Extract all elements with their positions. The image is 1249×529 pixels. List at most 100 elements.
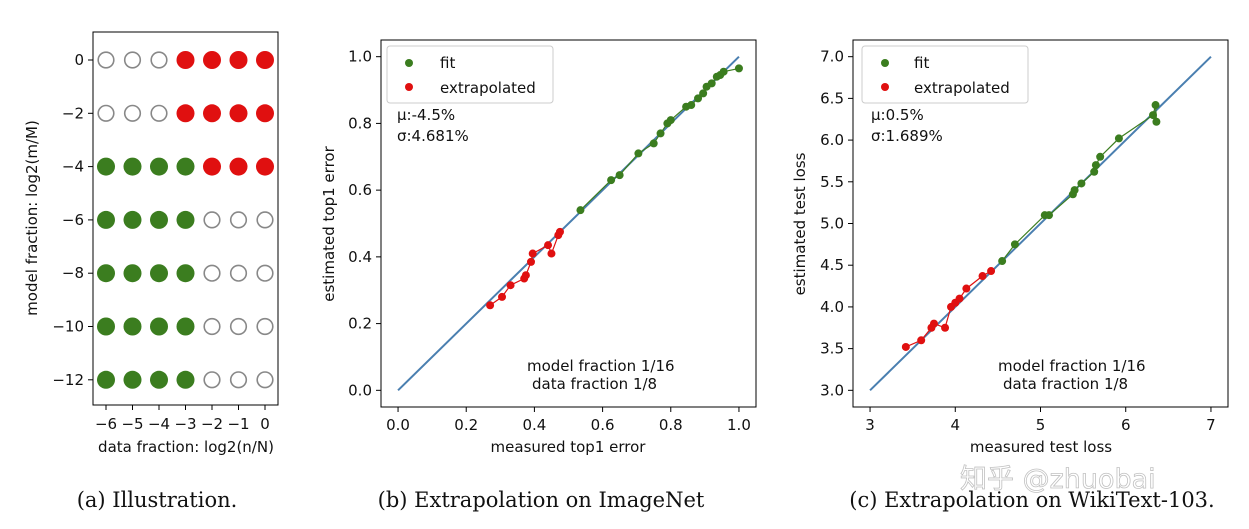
- fit-cell-marker: [123, 317, 142, 336]
- empty-cell-marker: [229, 211, 248, 229]
- legend-marker-fit: [405, 59, 413, 67]
- y-ticks: 0 −2 −4 −6 −8 −10 −12: [52, 51, 93, 389]
- extrapolated-point: [544, 241, 553, 250]
- fit-point: [1096, 152, 1105, 161]
- y-tick-label: 0: [74, 51, 84, 69]
- fit-point: [699, 89, 708, 98]
- fit-point: [1045, 211, 1054, 220]
- panel-b-axes: [380, 39, 757, 408]
- empty-cell-marker: [256, 264, 274, 282]
- y-tick-label: 0.8: [348, 114, 372, 132]
- panel-wikitext: 3 4 5 6 7 3.0 3.5 4.0 4.5 5.0 5.5 6.0 6.5 7.0 fit ex…: [791, 39, 1229, 512]
- note-data-fraction: data fraction 1/8: [532, 375, 657, 393]
- y-tick-label: −10: [52, 318, 84, 336]
- fit-point: [649, 139, 658, 148]
- extrapolated-cell-marker: [203, 104, 221, 123]
- fit-point: [1114, 134, 1123, 143]
- y-tick-label: 0.6: [348, 181, 372, 199]
- fit-point: [656, 129, 665, 138]
- fit-cell-marker: [176, 317, 195, 336]
- fit-point: [1077, 179, 1086, 188]
- legend-marker-extrapolated: [881, 83, 889, 91]
- y-axis-label: estimated top1 error: [320, 145, 338, 301]
- x-tick-label: 3: [865, 416, 875, 434]
- data-points: [486, 64, 743, 310]
- empty-cell-marker: [203, 211, 221, 229]
- stat-sigma: σ:1.689%: [871, 127, 943, 145]
- stat-sigma: σ:4.681%: [397, 127, 469, 145]
- extrapolated-cell-marker: [203, 51, 221, 69]
- x-ticks: −6 −5 −4 −3 −2 −1 0: [95, 405, 270, 433]
- extrapolated-point: [901, 342, 910, 351]
- x-axis-label: measured top1 error: [491, 438, 647, 456]
- extrapolated-cell-marker: [256, 51, 274, 69]
- y-tick-label: 0.0: [348, 381, 372, 399]
- y-tick-label: −6: [62, 211, 84, 229]
- connector-lines: [489, 67, 740, 306]
- extrapolated-point: [978, 272, 987, 281]
- extrapolated-point: [955, 294, 964, 303]
- extrapolated-point: [506, 281, 515, 290]
- legend-label-fit: fit: [914, 54, 929, 72]
- y-tick-label: −12: [52, 371, 84, 389]
- x-tick-label: 0.2: [454, 416, 478, 434]
- x-tick-label: −1: [227, 415, 249, 433]
- extrapolated-point: [962, 284, 971, 293]
- x-ticks: 3 4 5 6 7: [865, 407, 1216, 434]
- legend-label-extrapolated: extrapolated: [914, 79, 1010, 97]
- fit-point: [707, 79, 716, 88]
- x-tick-label: 7: [1206, 416, 1216, 434]
- extrapolated-cell-marker: [229, 51, 248, 69]
- fit-cell-marker: [176, 370, 195, 389]
- legend: fit extrapolated: [386, 45, 554, 104]
- fit-point: [615, 171, 624, 180]
- empty-cell-marker: [203, 317, 221, 336]
- fit-cell-marker: [150, 157, 168, 176]
- fit-point: [1010, 240, 1019, 249]
- empty-cell-marker: [150, 51, 168, 69]
- empty-cell-marker: [150, 104, 168, 122]
- x-ticks: 0.0 0.2 0.4 0.6 0.8 1.0: [386, 407, 751, 434]
- fit-point: [1149, 111, 1157, 120]
- fit-cell-marker: [150, 210, 168, 229]
- legend-box: [386, 45, 554, 104]
- fit-point: [1090, 167, 1099, 176]
- empty-cell-marker: [229, 317, 248, 336]
- legend-label-extrapolated: extrapolated: [440, 79, 536, 97]
- x-tick-label: 0: [260, 415, 270, 433]
- x-axis-label: data fraction: log2(n/N): [98, 438, 274, 456]
- extrapolated-point: [987, 267, 996, 276]
- y-tick-label: 4.0: [820, 298, 844, 316]
- fit-point: [1070, 186, 1079, 195]
- y-tick-label: 6.0: [820, 131, 844, 149]
- fit-cell-marker: [97, 210, 115, 229]
- panel-imagenet: 0.0 0.2 0.4 0.6 0.8 1.0 0.0 0.2 0.4 0.6 0.8 1.0 fi…: [320, 39, 757, 512]
- extrapolated-cell-marker: [176, 104, 195, 123]
- note-data-fraction: data fraction 1/8: [1003, 375, 1128, 393]
- fit-point: [576, 206, 585, 215]
- extrapolated-point: [528, 249, 537, 258]
- y-axis-label: estimated test loss: [791, 152, 809, 295]
- empty-cell-marker: [256, 211, 274, 229]
- fit-cell-marker: [150, 317, 168, 336]
- caption: (b) Extrapolation on ImageNet: [378, 488, 705, 512]
- panel-illustration: −6 −5 −4 −3 −2 −1 0 0−2−4−6−8−10−12 data fract…: [23, 31, 279, 512]
- y-tick-label: 0.2: [348, 315, 372, 333]
- empty-cell-marker: [229, 264, 248, 282]
- note-model-fraction: model fraction 1/16: [527, 357, 675, 375]
- fit-point: [719, 67, 728, 76]
- x-tick-label: −6: [95, 415, 117, 433]
- extrapolated-point: [917, 336, 926, 345]
- x-tick-label: 0.6: [591, 416, 615, 434]
- fit-point: [1091, 161, 1100, 170]
- empty-cell-marker: [97, 51, 115, 69]
- y-tick-label: 7.0: [820, 48, 844, 66]
- y-tick-label: −4: [62, 158, 84, 176]
- x-tick-label: −5: [121, 415, 143, 433]
- fit-cell-marker: [150, 264, 168, 283]
- y-tick-label: 6.5: [820, 89, 844, 107]
- fit-point: [634, 149, 643, 158]
- grid-cells: [97, 51, 274, 389]
- note-model-fraction: model fraction 1/16: [998, 357, 1146, 375]
